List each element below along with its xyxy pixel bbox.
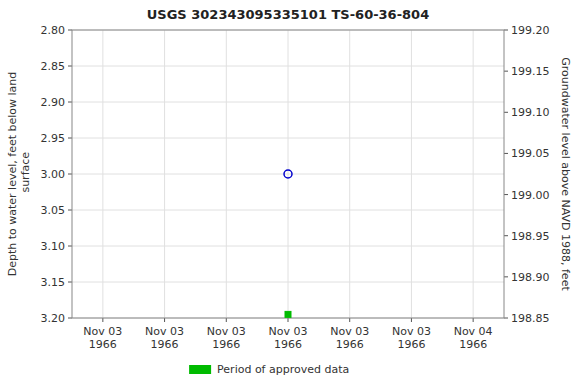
axis-label: Depth to water level, feet below land su… xyxy=(6,72,32,277)
tick-label: Nov 031966 xyxy=(145,325,184,351)
legend-swatch xyxy=(189,365,211,374)
tick-label: 199.05 xyxy=(511,147,550,160)
tick-label: 3.15 xyxy=(41,276,66,289)
tick xyxy=(504,235,508,236)
plot-frame xyxy=(72,30,504,318)
title: USGS 302343095335101 TS-60-36-804 xyxy=(147,7,429,22)
tick-label: Nov 041966 xyxy=(454,325,493,351)
grid-line xyxy=(349,30,350,318)
tick-label: Nov 031966 xyxy=(83,325,122,351)
tick xyxy=(68,30,72,31)
tick xyxy=(226,318,227,322)
tick-label: 199.15 xyxy=(511,65,550,78)
tick-label: 2.95 xyxy=(41,132,66,145)
legend: Period of approved data xyxy=(189,363,349,376)
grid-line xyxy=(164,30,165,318)
tick xyxy=(68,66,72,67)
tick-label: 199.20 xyxy=(511,24,550,37)
axes: 2.80 2.85 2.90 2.95 3.00 3.05 3.10 3.15 3.20 199.… xyxy=(41,24,550,351)
tick xyxy=(411,318,412,322)
tick-label: 199.10 xyxy=(511,106,550,119)
tick-label: Nov 031966 xyxy=(392,325,431,351)
background xyxy=(0,0,576,384)
marks xyxy=(284,170,292,317)
tick-label: 2.90 xyxy=(41,96,66,109)
tick xyxy=(68,174,72,175)
grid-line xyxy=(226,30,227,318)
tick-label: Nov 031966 xyxy=(330,325,369,351)
tick-label: 3.05 xyxy=(41,204,66,217)
tick xyxy=(68,246,72,247)
tick xyxy=(504,318,508,319)
tick xyxy=(68,138,72,139)
tick-label: 199.00 xyxy=(511,189,550,202)
tick-label: Nov 031966 xyxy=(269,325,308,351)
tick xyxy=(504,153,508,154)
tick-label: Nov 031966 xyxy=(207,325,246,351)
tick xyxy=(504,71,508,72)
tick-label: 198.90 xyxy=(511,271,550,284)
tick xyxy=(68,318,72,319)
tick-label: 3.10 xyxy=(41,240,66,253)
tick xyxy=(504,276,508,277)
legend-label: Period of approved data xyxy=(217,363,349,376)
tick-label: 2.80 xyxy=(41,24,66,37)
tick-label: 198.85 xyxy=(511,312,550,325)
tick-label: 3.00 xyxy=(41,168,66,181)
point xyxy=(284,170,292,178)
tick-label: 3.20 xyxy=(41,312,66,325)
tick xyxy=(473,318,474,322)
point xyxy=(285,311,291,317)
grid-line xyxy=(288,30,289,318)
tick xyxy=(68,210,72,211)
tick-label: 2.85 xyxy=(41,60,66,73)
tick xyxy=(349,318,350,322)
tick-label: 198.95 xyxy=(511,230,550,243)
chart: 2.80 2.85 2.90 2.95 3.00 3.05 3.10 3.15 3.20 199.… xyxy=(0,0,576,384)
grid-line xyxy=(102,30,103,318)
tick xyxy=(68,282,72,283)
tick xyxy=(504,30,508,31)
grid-line xyxy=(473,30,474,318)
tick xyxy=(504,112,508,113)
tick xyxy=(504,194,508,195)
tick xyxy=(288,318,289,322)
grid-line xyxy=(411,30,412,318)
grid xyxy=(72,30,504,318)
tick xyxy=(68,102,72,103)
axis-label: Groundwater level above NAVD 1988, feet xyxy=(559,57,572,291)
tick xyxy=(102,318,103,322)
tick xyxy=(164,318,165,322)
